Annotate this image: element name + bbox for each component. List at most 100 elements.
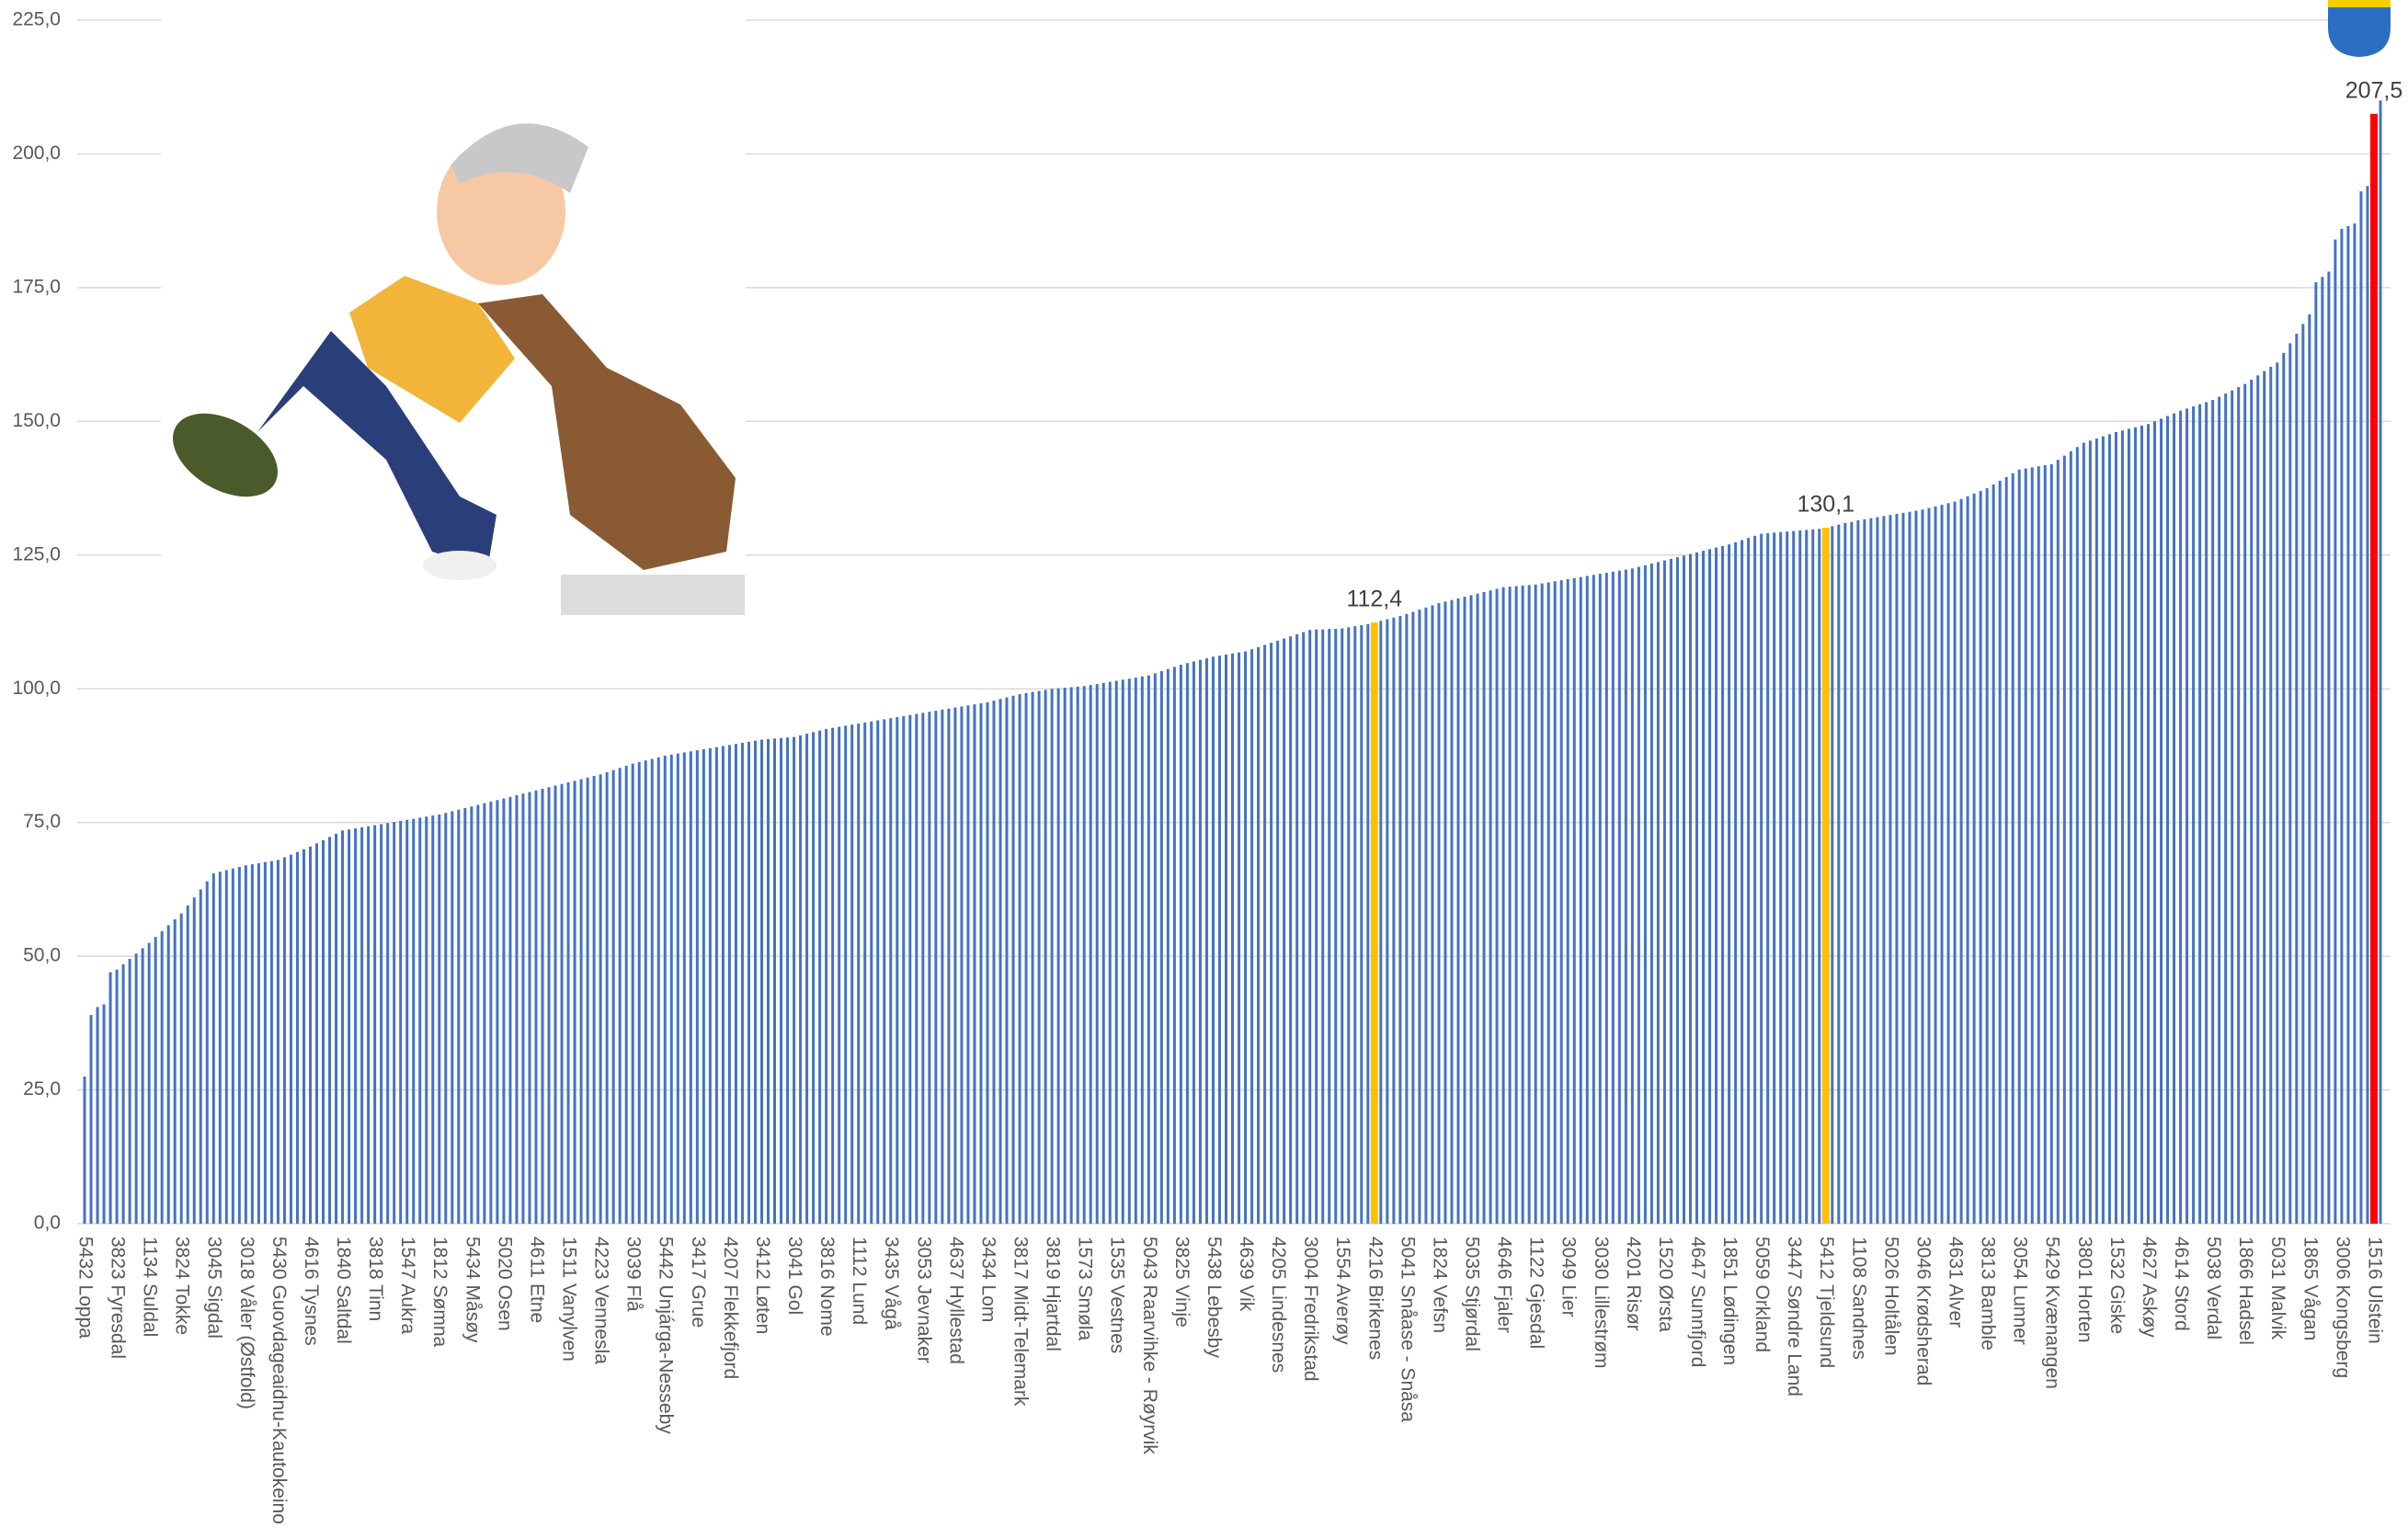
bar bbox=[799, 735, 802, 1224]
bar bbox=[1766, 533, 1769, 1224]
x-tick-label: 1532 Giske bbox=[2106, 1237, 2128, 1334]
bar bbox=[1928, 508, 1931, 1224]
x-tick-label: 4639 Vik bbox=[1236, 1237, 1257, 1312]
bar bbox=[2018, 470, 2021, 1224]
shoe bbox=[423, 551, 496, 580]
bar bbox=[2153, 421, 2156, 1224]
bar bbox=[567, 782, 570, 1224]
bar bbox=[1070, 687, 1073, 1224]
bar bbox=[283, 857, 286, 1224]
watermark bbox=[561, 575, 745, 615]
bar bbox=[1798, 530, 1801, 1224]
bar bbox=[1225, 655, 1227, 1224]
bar bbox=[1315, 630, 1318, 1224]
bar bbox=[1244, 651, 1247, 1224]
bar bbox=[1908, 512, 1911, 1224]
bar bbox=[1882, 516, 1885, 1224]
bar bbox=[1522, 586, 1524, 1224]
bar bbox=[651, 758, 654, 1224]
bar bbox=[870, 722, 873, 1224]
bar bbox=[2005, 477, 2008, 1224]
bar bbox=[174, 919, 177, 1224]
bar bbox=[431, 815, 434, 1224]
bar bbox=[1650, 564, 1653, 1224]
bar bbox=[1347, 627, 1350, 1224]
bar bbox=[502, 798, 505, 1224]
bar bbox=[1109, 682, 1112, 1224]
bar bbox=[1250, 649, 1253, 1224]
x-tick-label: 4637 Hyllestad bbox=[945, 1237, 966, 1364]
bar bbox=[690, 751, 692, 1224]
x-tick-label: 3434 Lom bbox=[977, 1237, 999, 1322]
bar bbox=[1773, 532, 1775, 1224]
bar bbox=[1431, 605, 1433, 1224]
bar bbox=[1308, 630, 1311, 1224]
bar bbox=[187, 906, 189, 1224]
bar bbox=[2140, 426, 2143, 1224]
bar bbox=[1941, 505, 1944, 1224]
bar bbox=[1405, 614, 1408, 1224]
bar bbox=[683, 752, 686, 1224]
bar bbox=[812, 732, 815, 1224]
bar bbox=[1096, 684, 1099, 1224]
bar bbox=[1592, 575, 1595, 1224]
bar bbox=[786, 737, 789, 1224]
bar bbox=[2012, 473, 2014, 1224]
bar bbox=[928, 712, 930, 1224]
bar bbox=[2237, 387, 2240, 1224]
bar bbox=[1456, 598, 1459, 1224]
x-tick-label: 3417 Grue bbox=[688, 1237, 709, 1328]
bar bbox=[857, 724, 860, 1224]
bar bbox=[715, 747, 718, 1224]
bar bbox=[302, 849, 305, 1224]
bar bbox=[2308, 314, 2311, 1224]
x-tick-label: 3825 Vinje bbox=[1171, 1237, 1193, 1328]
bar bbox=[902, 716, 905, 1224]
bar bbox=[1914, 510, 1917, 1224]
bar bbox=[193, 897, 196, 1224]
bar bbox=[154, 937, 157, 1224]
bar bbox=[528, 792, 531, 1224]
x-tick-label: 1520 Ørsta bbox=[1655, 1237, 1676, 1332]
bar bbox=[2301, 324, 2304, 1224]
bar bbox=[992, 701, 995, 1224]
y-tick-label: 150,0 bbox=[12, 410, 61, 431]
x-tick-label: 3039 Flå bbox=[623, 1237, 645, 1312]
x-tick-label: 1866 Hadsel bbox=[2235, 1237, 2256, 1345]
bar bbox=[508, 797, 511, 1224]
bar bbox=[1090, 685, 1092, 1224]
bar bbox=[2353, 223, 2356, 1224]
x-tick-label: 3045 Sigdal bbox=[204, 1237, 225, 1339]
bar bbox=[2095, 439, 2098, 1224]
bar bbox=[1379, 621, 1382, 1224]
bar bbox=[515, 795, 518, 1224]
bar bbox=[574, 781, 576, 1224]
bar bbox=[1257, 647, 1260, 1224]
bar bbox=[1663, 561, 1666, 1224]
bar bbox=[921, 712, 924, 1224]
bar bbox=[966, 705, 969, 1224]
bar bbox=[1631, 568, 1634, 1224]
y-tick-label: 125,0 bbox=[12, 543, 61, 564]
bar bbox=[625, 766, 628, 1224]
bar bbox=[1843, 523, 1846, 1224]
bar bbox=[1450, 600, 1453, 1224]
bar bbox=[2192, 406, 2195, 1224]
bar bbox=[496, 800, 498, 1224]
bar bbox=[1019, 694, 1021, 1224]
bar bbox=[934, 711, 937, 1224]
bar bbox=[1295, 634, 1298, 1224]
bar bbox=[1831, 526, 1833, 1224]
bar bbox=[1437, 603, 1440, 1224]
bar bbox=[1147, 676, 1150, 1224]
bar bbox=[2108, 434, 2111, 1224]
bar bbox=[1418, 610, 1421, 1224]
bar bbox=[1186, 663, 1189, 1224]
bar bbox=[1218, 656, 1221, 1224]
bar bbox=[2121, 430, 2124, 1224]
x-tick-label: 5020 Osen bbox=[494, 1237, 515, 1331]
bar bbox=[883, 719, 885, 1224]
bar bbox=[696, 750, 699, 1224]
bar bbox=[2173, 414, 2175, 1224]
bar bbox=[1837, 525, 1840, 1224]
